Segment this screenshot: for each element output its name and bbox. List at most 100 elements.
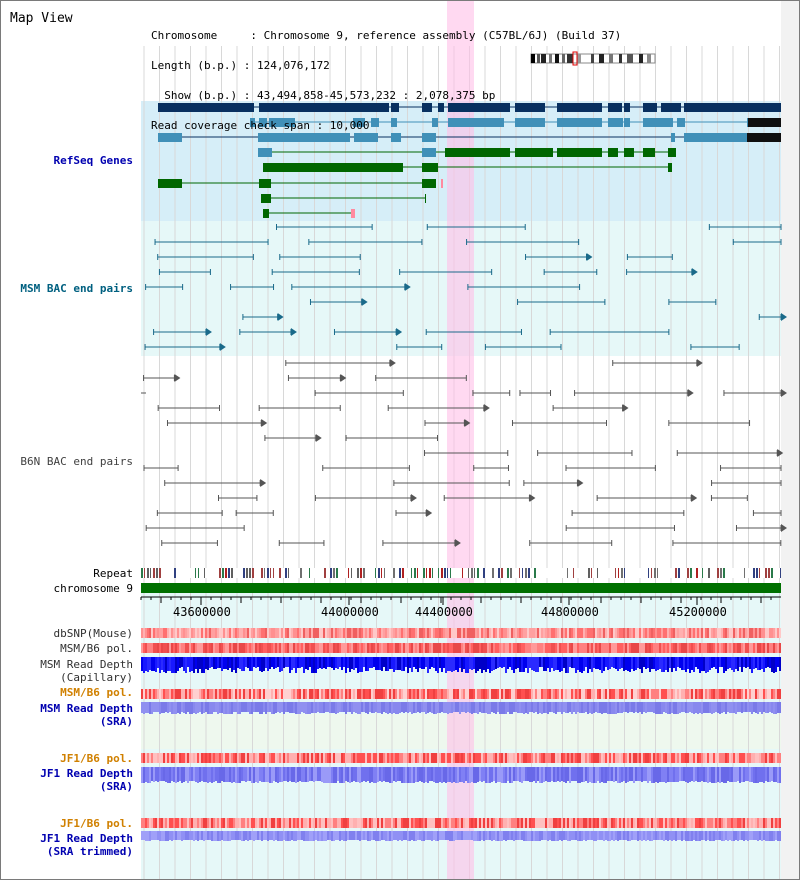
highlight-region[interactable] [447, 1, 474, 880]
read-depth-bar [515, 767, 517, 781]
read-depth-bar [391, 831, 393, 841]
heatmap-cell [663, 753, 665, 763]
read-depth-bar [717, 702, 719, 713]
heatmap-cell [647, 643, 649, 653]
heatmap-cell [775, 643, 777, 653]
heatmap-cell [293, 628, 295, 638]
read-depth-bar [373, 767, 375, 783]
heatmap-cell [251, 643, 253, 653]
read-depth-bar [741, 831, 743, 840]
heatmap-cell [355, 689, 357, 699]
read-depth-bar [273, 767, 275, 781]
heatmap-cell [443, 689, 445, 699]
read-depth-bar [287, 767, 289, 782]
read-depth-bar [415, 767, 417, 782]
heatmap-cell [627, 818, 629, 828]
heatmap-cell [223, 818, 225, 828]
heatmap-cell [353, 689, 355, 699]
repeat-element [534, 568, 536, 578]
heatmap-cell [181, 753, 183, 763]
read-depth-bar [537, 831, 539, 841]
read-depth-bar [697, 831, 699, 841]
read-depth-bar [487, 831, 489, 840]
read-depth-bar [621, 702, 623, 713]
read-depth-bar [439, 767, 441, 782]
track-label-b6n-bac-end-pairs[interactable]: B6N BAC end pairs [20, 455, 133, 468]
heatmap-cell [509, 643, 511, 653]
read-depth-bar [511, 657, 513, 670]
heatmap-cell [763, 689, 765, 699]
track-label-msm-read-depth-capillary-sub: (Capillary) [60, 671, 133, 684]
read-depth-bar [523, 702, 525, 714]
gene-exon [391, 118, 397, 127]
heatmap-cell [381, 753, 383, 763]
heatmap-cell [143, 628, 145, 638]
heatmap-cell [347, 643, 349, 653]
heatmap-cell [189, 753, 191, 763]
read-depth-bar [577, 702, 579, 712]
heatmap-cell [427, 753, 429, 763]
track-label-msm-bac-end-pairs[interactable]: MSM BAC end pairs [20, 282, 133, 295]
heatmap-cell [503, 689, 505, 699]
read-depth-bar [509, 657, 511, 667]
heatmap-cell [759, 628, 761, 638]
heatmap-cell [505, 628, 507, 638]
gene-exon [643, 148, 655, 157]
heatmap-cell [407, 753, 409, 763]
heatmap-cell [641, 753, 643, 763]
read-depth-bar [203, 767, 205, 782]
read-depth-bar [273, 702, 275, 714]
heatmap-cell [741, 643, 743, 653]
gene-exon [445, 148, 510, 157]
repeat-element [477, 568, 479, 578]
read-depth-bar [225, 831, 227, 841]
heatmap-cell [475, 689, 477, 699]
read-depth-bar [487, 767, 489, 783]
read-depth-bar [145, 702, 147, 713]
read-depth-bar [269, 657, 271, 669]
heatmap-cell [735, 818, 737, 828]
heatmap-cell [565, 643, 567, 653]
read-depth-bar [239, 767, 241, 783]
heatmap-cell [393, 689, 395, 699]
read-depth-bar [535, 657, 537, 672]
read-depth-bar [685, 657, 687, 672]
repeat-element [618, 568, 619, 578]
read-depth-bar [441, 657, 443, 672]
heatmap-cell [415, 643, 417, 653]
read-depth-bar [259, 702, 261, 714]
heatmap-cell [369, 818, 371, 828]
heatmap-cell [343, 643, 345, 653]
repeat-element [264, 568, 265, 578]
heatmap-cell [155, 818, 157, 828]
heatmap-cell [505, 753, 507, 763]
read-depth-bar [471, 702, 473, 714]
track-label-refseq-genes[interactable]: RefSeq Genes [53, 154, 133, 167]
read-depth-bar [265, 767, 267, 782]
read-depth-bar [565, 702, 567, 713]
read-depth-bar [445, 657, 447, 673]
heatmap-cell [619, 643, 621, 653]
read-depth-bar [639, 831, 641, 840]
read-depth-bar [605, 831, 607, 840]
read-depth-bar [541, 767, 543, 783]
heatmap-cell [421, 643, 423, 653]
heatmap-cell [711, 643, 713, 653]
repeat-element [300, 568, 302, 578]
repeat-element [219, 568, 221, 578]
heatmap-cell [499, 818, 501, 828]
bac-end-arrow [781, 524, 787, 532]
heatmap-cell [297, 628, 299, 638]
read-depth-bar [215, 657, 217, 669]
read-depth-bar [725, 702, 727, 714]
heatmap-cell [151, 628, 153, 638]
read-depth-bar [149, 657, 151, 670]
heatmap-cell [205, 689, 207, 699]
ideogram-band [619, 54, 622, 63]
heatmap-cell [235, 818, 237, 828]
heatmap-cell [363, 818, 365, 828]
heatmap-cell [483, 818, 485, 828]
heatmap-cell [257, 643, 259, 653]
heatmap-cell [267, 689, 269, 699]
